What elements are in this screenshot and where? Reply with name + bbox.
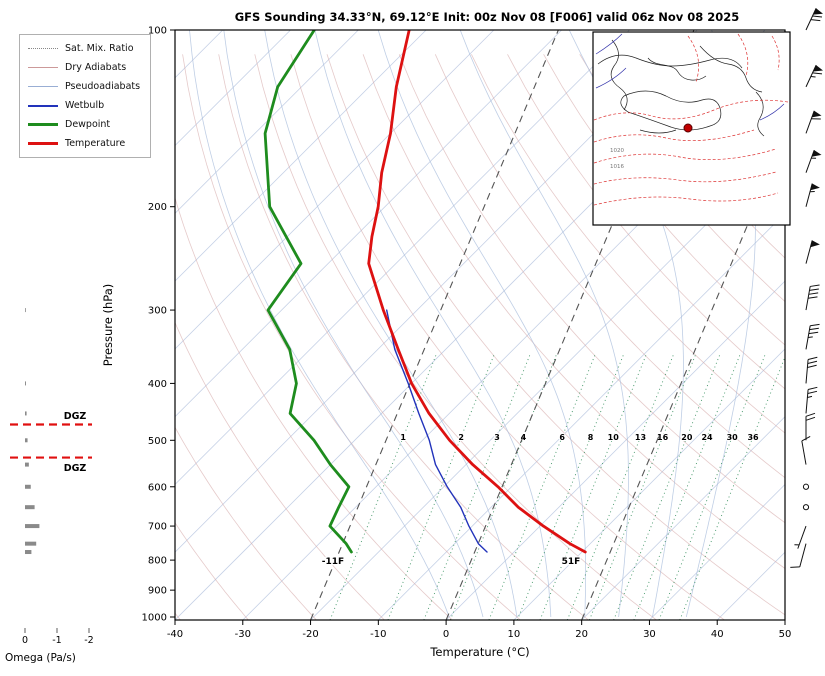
mixing-ratio-label: 20: [681, 433, 693, 442]
mixing-ratio-label: 1: [400, 433, 406, 442]
omega-tick-label: -2: [84, 635, 93, 646]
omega-bar: [25, 524, 40, 529]
temperature-tick-label: -40: [167, 629, 183, 640]
legend: Sat. Mix. Ratio Dry Adiabats Pseudoadiabat…: [19, 34, 152, 158]
surface-temperature-annotation: 51F: [562, 557, 581, 567]
omega-bar: [25, 308, 26, 313]
mixing-ratio-labels: 1 2 3 4 6 8 10 13 16 20 24 30 36: [399, 432, 760, 443]
pressure-tick-label: 500: [148, 436, 167, 447]
chart-title: GFS Sounding 34.33°N, 69.12°E Init: 00z …: [235, 10, 740, 24]
omega-panel: 0 -1 -2: [22, 308, 94, 646]
omega-bar: [25, 381, 26, 386]
legend-item: Dry Adiabats: [28, 62, 140, 73]
legend-item: Wetbulb: [28, 100, 140, 111]
mixing-ratio-label: 4: [521, 433, 527, 442]
wind-barbs: [790, 8, 823, 568]
mixing-ratio-layer: [329, 354, 785, 620]
temperature-tick-label: 20: [575, 629, 588, 640]
omega-bar: [25, 550, 32, 555]
dgz-label-top: DGZ: [64, 411, 87, 422]
surface-dewpoint-annotation: -11F: [322, 557, 344, 567]
mixing-ratio-label: 30: [727, 433, 739, 442]
mixing-ratio-label: 2: [458, 433, 464, 442]
pressure-tick-label: 800: [148, 556, 167, 567]
legend-item: Pseudoadiabats: [28, 81, 140, 92]
mixing-ratio-label: 16: [657, 433, 669, 442]
mixing-ratio-label: 6: [559, 433, 565, 442]
legend-item-label: Dewpoint: [65, 119, 111, 130]
pressure-tick-label: 100: [148, 26, 167, 37]
legend-item: Sat. Mix. Ratio: [28, 43, 140, 54]
legend-item-label: Temperature: [65, 138, 126, 149]
legend-line-sample: [28, 104, 58, 107]
temperature-axis-label: Temperature (°C): [429, 645, 529, 659]
mixing-ratio-label: 10: [608, 433, 620, 442]
map-contour-label-2: 1016: [610, 164, 624, 170]
legend-item-label: Dry Adiabats: [65, 62, 127, 73]
omega-bar: [25, 541, 37, 546]
pressure-axis-label: Pressure (hPa): [101, 284, 115, 367]
omega-bar: [25, 484, 31, 489]
dgz-markers: [10, 423, 92, 459]
omega-tick-label: -1: [52, 635, 61, 646]
legend-line-sample: [28, 123, 58, 126]
legend-line-sample: [28, 86, 58, 87]
pressure-tick-label: 400: [148, 379, 167, 390]
omega-tick-label: 0: [22, 635, 28, 646]
temperature-tick-label: -10: [370, 629, 386, 640]
legend-item: Dewpoint: [28, 119, 140, 130]
map-contour-label-1: 1020: [610, 148, 624, 154]
omega-bar: [25, 438, 28, 443]
wetbulb-line: [386, 309, 488, 553]
temperature-axis: -40 -30 -20 -10 0 10 20 30 40 50: [167, 620, 792, 640]
dewpoint-line: [263, 30, 353, 554]
pressure-tick-label: 1000: [142, 613, 167, 624]
mixing-ratio-label: 13: [635, 433, 646, 442]
pressure-tick-label: 700: [148, 522, 167, 533]
legend-item: Temperature: [28, 138, 140, 149]
dry-adiabats-layer: [175, 54, 785, 620]
omega-bar: [25, 505, 35, 510]
pressure-tick-label: 300: [148, 306, 167, 317]
legend-line-sample: [28, 142, 58, 145]
inset-map: [592, 31, 791, 226]
temperature-tick-label: 40: [711, 629, 724, 640]
pressure-tick-label: 900: [148, 586, 167, 597]
pressure-tick-label: 600: [148, 482, 167, 493]
legend-item-label: Sat. Mix. Ratio: [65, 43, 134, 54]
legend-item-label: Pseudoadiabats: [65, 81, 141, 92]
station-marker: [683, 123, 693, 133]
temperature-tick-label: 50: [779, 629, 792, 640]
temperature-tick-label: -20: [302, 629, 318, 640]
mixing-ratio-label: 36: [747, 433, 759, 442]
dgz-label-bottom: DGZ: [64, 463, 87, 474]
mixing-ratio-label: 24: [701, 433, 713, 442]
temperature-tick-label: 30: [643, 629, 656, 640]
legend-item-label: Wetbulb: [65, 100, 105, 111]
profiles-layer: [263, 30, 587, 554]
static-annotations: GFS Sounding 34.33°N, 69.12°E Init: 00z …: [5, 10, 739, 664]
mixing-ratio-label: 3: [494, 433, 500, 442]
temperature-tick-label: -30: [235, 629, 251, 640]
temperature-tick-label: 0: [443, 629, 449, 640]
omega-bar: [25, 462, 29, 467]
plot-border: [174, 29, 786, 621]
temperature-tick-label: 10: [508, 629, 521, 640]
isotherms-layer: [175, 30, 785, 620]
pressure-tick-label: 200: [148, 202, 167, 213]
legend-line-sample: [28, 67, 58, 68]
omega-bar: [25, 411, 27, 416]
legend-line-sample: [28, 48, 58, 49]
mixing-ratio-label: 8: [588, 433, 594, 442]
omega-axis-label: Omega (Pa/s): [5, 652, 76, 664]
temperature-line: [367, 30, 587, 554]
pseudoadiabats-layer: [189, 30, 756, 618]
pressure-axis: 100 200 300 400 500 600 700 800 900 1000: [142, 26, 175, 624]
